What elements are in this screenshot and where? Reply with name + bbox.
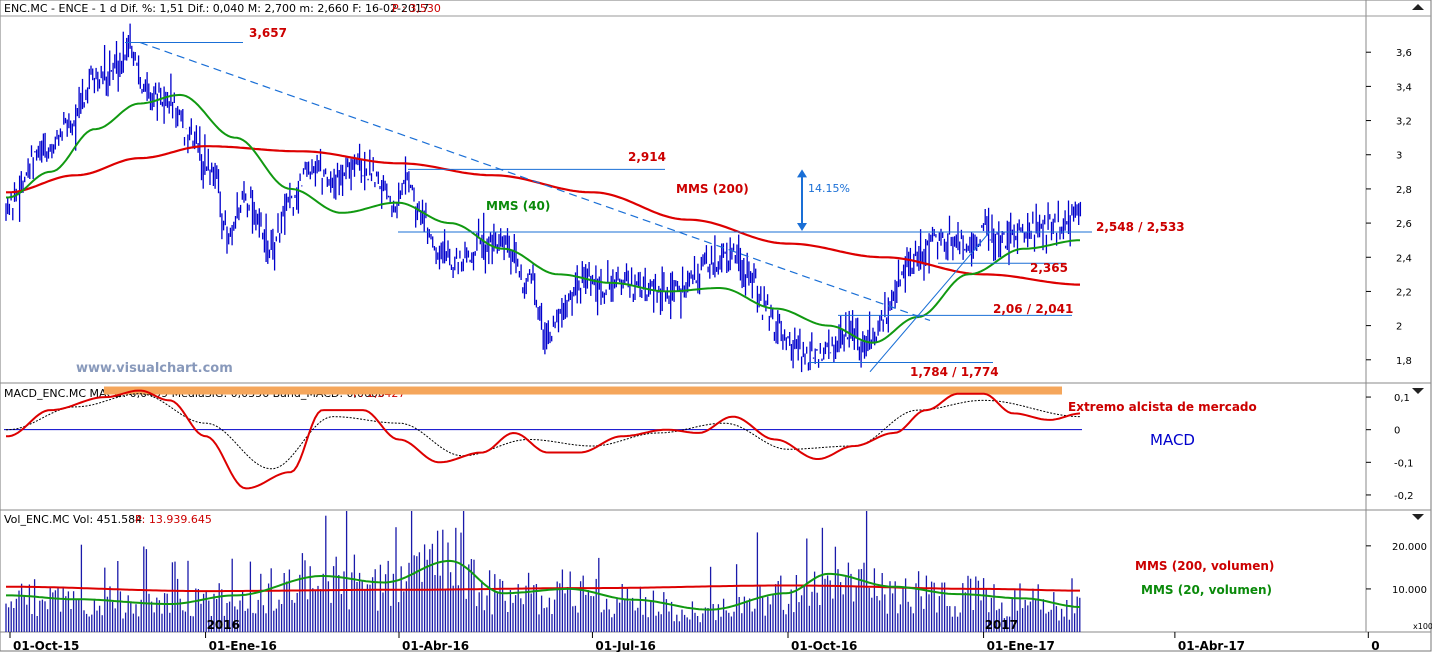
volume-pane — [5, 511, 1081, 632]
y-tick-label: 1,8 — [1396, 356, 1412, 367]
y-tick-label: 2,6 — [1396, 219, 1412, 230]
y-tick-label: 0,1 — [1394, 393, 1410, 404]
price-header-p: P : 3,530 — [392, 2, 441, 15]
y-tick-label: 10.000 — [1392, 585, 1427, 596]
macd-pane — [4, 386, 1082, 490]
x-tick-label: 01-Oct-16 — [791, 639, 857, 652]
volume-header-p: P: 13.939.645 — [135, 513, 212, 526]
legend-mms40: MMS (40) — [486, 199, 550, 213]
year-label: 2017 — [985, 618, 1018, 632]
x-tick-label: 01-Oct-15 — [13, 639, 79, 652]
dashed-trend-line — [139, 41, 931, 322]
price-header: ENC.MC - ENCE - 1 d Dif. %: 1,51 Dif.: 0… — [4, 2, 429, 15]
volume-unit-label: x100 — [1413, 622, 1432, 631]
label-2365: 2,365 — [1030, 261, 1068, 275]
legend-mms200: MMS (200) — [676, 182, 749, 196]
year-label: 2016 — [207, 618, 240, 632]
y-tick-label: 2,4 — [1396, 253, 1412, 264]
percentage-arrow — [797, 169, 807, 231]
volume-bars — [5, 511, 1081, 632]
label-206: 2,06 / 2,041 — [993, 302, 1073, 316]
up-trend-line — [869, 231, 991, 373]
label-percentage: 14.15% — [808, 182, 850, 195]
scroll-down-icon[interactable] — [1412, 514, 1424, 520]
extreme-band — [104, 386, 1062, 395]
legend-vol-mms20: MMS (20, volumen) — [1141, 583, 1272, 597]
label-extremo: Extremo alcista de mercado — [1068, 400, 1257, 414]
volume-y-axis: 20.000 10.000 — [1366, 542, 1427, 596]
x-tick-label: 01-Jul-16 — [595, 639, 655, 652]
mms40-line — [5, 93, 1081, 344]
volume-header: Vol_ENC.MC Vol: 451.584 — [4, 513, 142, 526]
arrow-head-up-icon — [797, 169, 807, 178]
label-2914: 2,914 — [628, 150, 666, 164]
macd-y-axis: 0,1 0 -0,1 -0,2 — [1366, 393, 1414, 502]
x-tick-label: 01-Ene-16 — [209, 639, 277, 652]
price-y-axis: 3,6 3,4 3,2 3 2,8 2,6 2,4 2,2 2 1,8 — [1366, 48, 1412, 367]
scroll-down-icon[interactable] — [1412, 388, 1424, 394]
volume-mms20-line — [6, 559, 1081, 611]
y-tick-label: 3 — [1396, 151, 1402, 162]
y-tick-label: 3,2 — [1396, 117, 1412, 128]
price-pane — [5, 23, 1092, 373]
x-axis: 01-Oct-15 01-Ene-16 01-Abr-16 01-Jul-16 01-O… — [9, 618, 1380, 652]
price-bars — [5, 23, 1082, 373]
macd-signal-line — [6, 393, 1080, 470]
y-tick-label: -0,2 — [1394, 491, 1414, 502]
y-tick-label: 2,2 — [1396, 287, 1412, 298]
label-3657: 3,657 — [249, 26, 287, 40]
mms200-line — [6, 145, 1080, 286]
y-tick-label: 2 — [1396, 322, 1402, 333]
arrow-head-down-icon — [797, 222, 807, 231]
watermark: www.visualchart.com — [76, 361, 233, 376]
label-macd: MACD — [1150, 431, 1195, 449]
y-tick-label: -0,1 — [1394, 458, 1414, 469]
label-1784: 1,784 / 1,774 — [910, 365, 999, 379]
x-tick-label: 01-Ene-17 — [987, 639, 1055, 652]
scroll-up-icon[interactable] — [1412, 4, 1424, 10]
x-tick-label: 0 — [1371, 639, 1379, 652]
y-tick-label: 3,6 — [1396, 48, 1412, 59]
x-tick-label: 01-Abr-17 — [1178, 639, 1245, 652]
y-tick-label: 2,8 — [1396, 185, 1412, 196]
y-tick-label: 20.000 — [1392, 542, 1427, 553]
x-tick-label: 01-Abr-16 — [402, 639, 469, 652]
macd-line — [6, 389, 1081, 490]
label-2548: 2,548 / 2,533 — [1096, 220, 1185, 234]
y-tick-label: 0 — [1394, 426, 1400, 437]
y-tick-label: 3,4 — [1396, 82, 1412, 93]
legend-vol-mms200: MMS (200, volumen) — [1135, 559, 1274, 573]
